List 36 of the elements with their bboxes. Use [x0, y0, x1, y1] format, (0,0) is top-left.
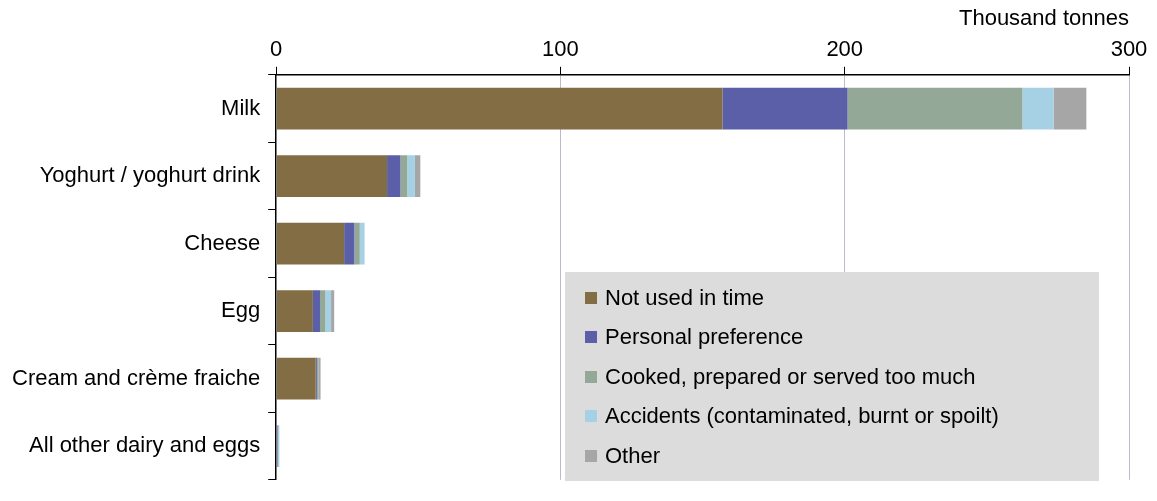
bar: [276, 155, 388, 197]
legend-label: Accidents (contaminated, burnt or spoilt): [605, 403, 999, 430]
bar: [344, 222, 355, 265]
bar: [325, 290, 332, 332]
bar: [276, 222, 345, 265]
bar: [407, 155, 415, 197]
bar: [276, 357, 316, 400]
bar: [331, 290, 335, 332]
legend-label: Not used in time: [605, 284, 764, 311]
bar: [387, 155, 401, 197]
bar: [354, 222, 360, 265]
bar: [847, 87, 1023, 130]
bar: [414, 155, 421, 197]
y-tick-label: Egg: [221, 297, 261, 323]
y-tick-label: Cheese: [184, 229, 261, 255]
y-tick-label: All other dairy and eggs: [29, 432, 261, 458]
bar: [1022, 87, 1054, 130]
x-tick-label: 200: [826, 35, 864, 61]
bar: [400, 155, 408, 197]
y-tick-label: Cream and crème fraiche: [11, 364, 261, 390]
legend-label: Other: [605, 442, 661, 469]
x-tick-label: 100: [542, 35, 579, 61]
x-tick-label: 0: [270, 35, 283, 61]
y-tick-label: Yoghurt / yoghurt drink: [39, 162, 262, 188]
legend-label: Personal preference: [605, 324, 804, 351]
bar: [276, 87, 723, 130]
x-axis-title: Thousand tonnes: [958, 5, 1129, 31]
legend-label: Cooked, prepared or served too much: [605, 363, 976, 390]
bar: [276, 290, 313, 332]
bar: [722, 87, 848, 130]
bar: [359, 222, 365, 265]
y-tick-label: Milk: [221, 94, 262, 120]
bar: [312, 290, 320, 332]
bar: [1053, 87, 1087, 130]
x-tick-label: 300: [1110, 35, 1148, 61]
bar: [319, 290, 326, 332]
